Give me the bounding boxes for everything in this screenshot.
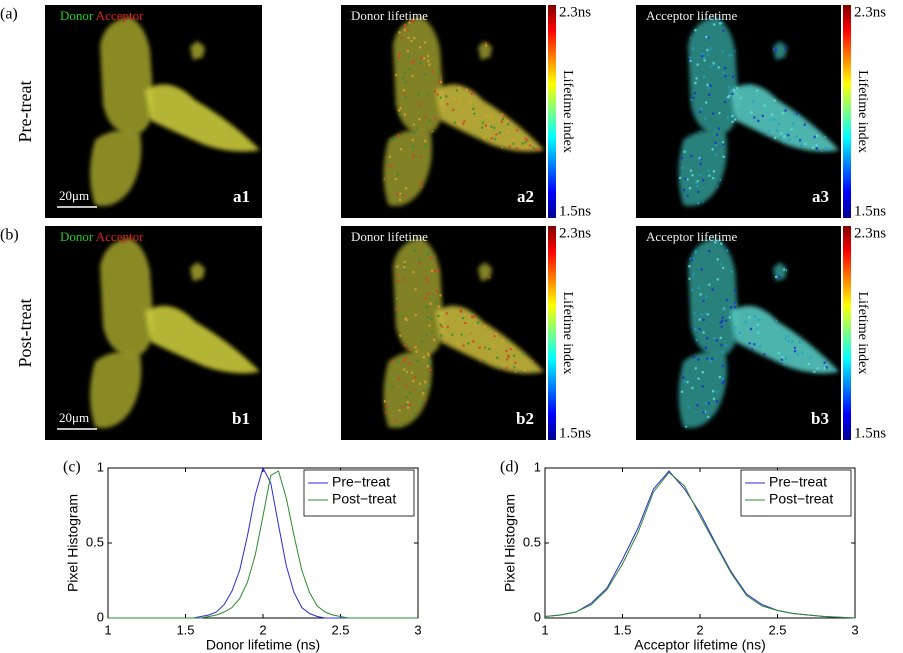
panel-tag: a1 — [233, 187, 250, 206]
colorbar-label: Lifetime index — [855, 70, 870, 153]
scale-bar-label: 20μm — [59, 410, 89, 425]
x-tick-label: 1.5 — [176, 622, 194, 637]
chart-label: (c) — [63, 459, 81, 476]
y-tick-label: 0 — [97, 609, 104, 624]
chart-label: (d) — [500, 459, 519, 476]
cell — [383, 351, 432, 428]
cell — [145, 305, 260, 374]
colorbar-min: 1.5ns — [854, 203, 886, 219]
row-label: (a) — [0, 6, 18, 23]
colorbar-min: 1.5ns — [559, 203, 591, 219]
colorbar-label: Lifetime index — [560, 70, 575, 153]
cell — [435, 305, 545, 374]
x-tick-label: 1 — [541, 622, 548, 637]
panel-tag: b3 — [811, 409, 829, 428]
cell — [90, 130, 142, 206]
scale-bar-label: 20μm — [59, 188, 89, 203]
cell — [477, 41, 493, 60]
panel-tag: b1 — [232, 409, 250, 428]
cell — [392, 17, 444, 135]
colorbar-max: 2.3ns — [854, 225, 886, 241]
map-title: Donor lifetime — [351, 8, 428, 23]
cell — [772, 41, 788, 60]
y-tick-label: 1 — [534, 459, 541, 474]
colorbar — [548, 226, 556, 440]
donor-label: Donor — [60, 229, 94, 244]
x-tick-label: 1.5 — [613, 622, 631, 637]
condition-label: Post-treat — [15, 299, 35, 368]
channel-labels: Donor Acceptor — [60, 8, 144, 23]
acceptor-label: Acceptor — [96, 229, 144, 244]
colorbar-min: 1.5ns — [854, 425, 886, 441]
row-label: (b) — [0, 227, 19, 244]
series-line — [108, 466, 418, 619]
panel-tag: a3 — [812, 187, 829, 206]
legend-box — [740, 469, 852, 517]
cell — [730, 305, 840, 374]
colorbar-label: Lifetime index — [560, 292, 575, 375]
cell — [392, 238, 444, 357]
cell — [678, 130, 727, 206]
colorbar — [843, 226, 851, 440]
cell-image — [678, 17, 840, 206]
y-tick-label: 1 — [97, 459, 104, 474]
cell — [730, 84, 840, 152]
cell — [90, 351, 142, 428]
colorbar — [548, 5, 556, 218]
map-title: Donor lifetime — [351, 229, 428, 244]
map-title: Acceptor lifetime — [646, 8, 738, 23]
cell — [477, 262, 493, 282]
x-axis-label: Donor lifetime (ns) — [206, 637, 320, 653]
colorbar-label: Lifetime index — [855, 292, 870, 375]
colorbar-max: 2.3ns — [559, 4, 591, 20]
x-tick-label: 3 — [851, 622, 858, 637]
cell — [435, 84, 545, 152]
cell-image — [90, 17, 260, 206]
cell-image — [678, 238, 840, 428]
cell — [190, 41, 205, 60]
donor-label: Donor — [60, 8, 94, 23]
panel-tag: a2 — [517, 187, 534, 206]
legend-label: Post−treat — [769, 491, 833, 507]
cell — [687, 17, 739, 135]
cell — [145, 84, 260, 152]
y-tick-label: 0.5 — [523, 534, 541, 549]
condition-label: Pre-treat — [15, 81, 35, 143]
cell — [100, 238, 154, 357]
x-tick-label: 2 — [259, 622, 266, 637]
y-axis-label: Pixel Histogram — [502, 494, 518, 592]
panel-tag: b2 — [516, 409, 534, 428]
x-tick-label: 3 — [414, 622, 421, 637]
legend-box — [303, 469, 415, 517]
x-tick-label: 2 — [696, 622, 703, 637]
series-line — [544, 471, 856, 619]
legend-label: Pre−treat — [769, 474, 827, 490]
x-tick-label: 2.5 — [331, 622, 349, 637]
x-tick-label: 1 — [104, 622, 111, 637]
colorbar-max: 2.3ns — [559, 225, 591, 241]
cell — [678, 351, 727, 428]
acceptor-label: Acceptor — [96, 8, 144, 23]
cell — [190, 262, 205, 282]
x-axis-label: Acceptor lifetime (ns) — [634, 637, 765, 653]
y-tick-label: 0.5 — [86, 534, 104, 549]
map-title: Acceptor lifetime — [646, 229, 738, 244]
legend-label: Post−treat — [332, 491, 396, 507]
x-tick-label: 2.5 — [768, 622, 786, 637]
series-line — [108, 470, 418, 619]
y-tick-label: 0 — [534, 609, 541, 624]
cell-image — [90, 238, 260, 428]
channel-labels: Donor Acceptor — [60, 229, 144, 244]
cell — [100, 17, 154, 135]
colorbar-max: 2.3ns — [854, 4, 886, 20]
y-axis-label: Pixel Histogram — [65, 494, 81, 592]
cell — [383, 130, 432, 206]
cell — [687, 238, 739, 357]
colorbar — [843, 5, 851, 218]
colorbar-min: 1.5ns — [559, 425, 591, 441]
legend-label: Pre−treat — [332, 474, 390, 490]
